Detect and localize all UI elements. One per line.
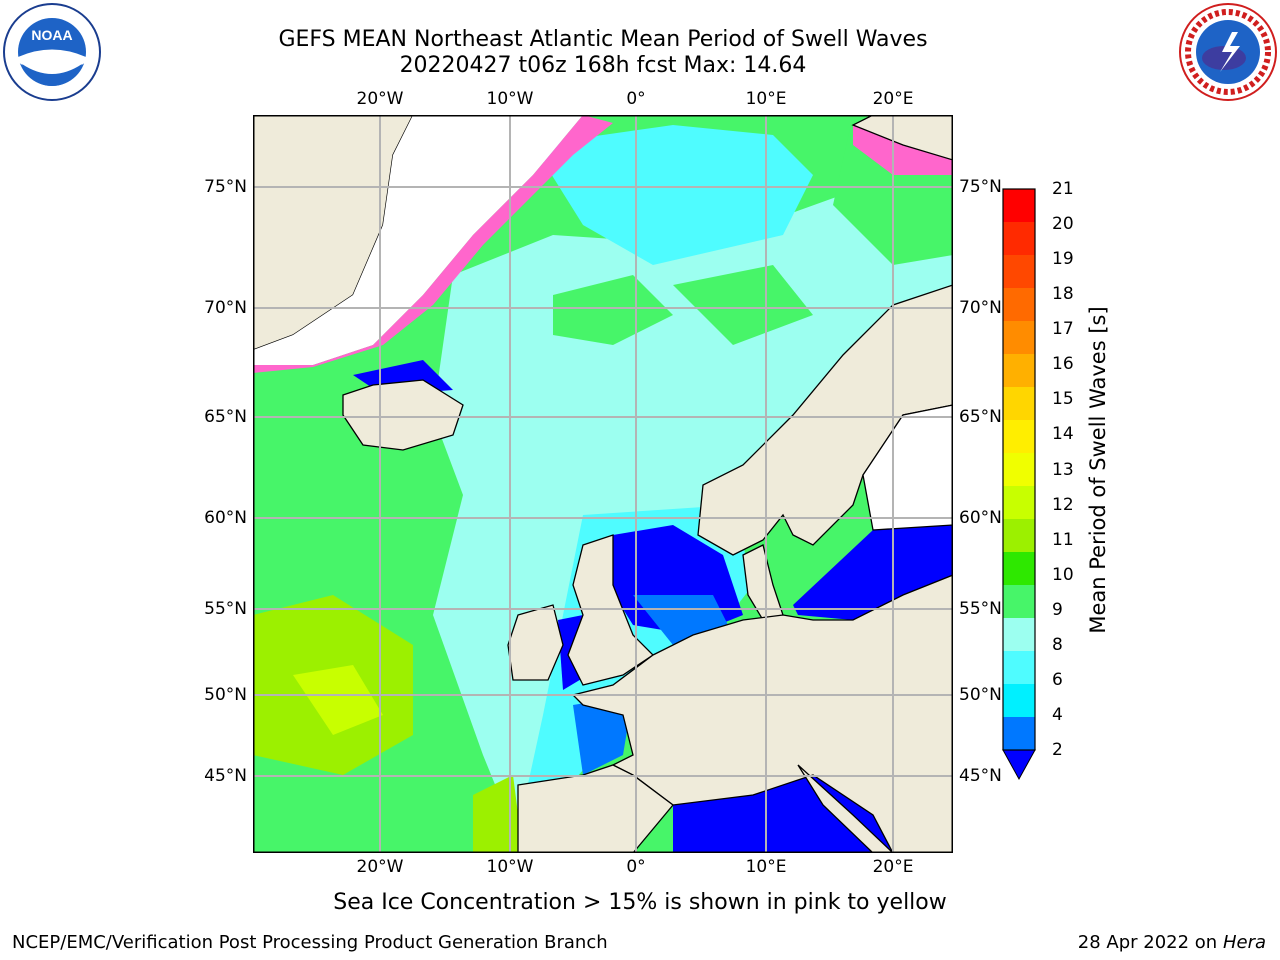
lat-label-left: 65°N (204, 407, 247, 427)
colorbar-cell (1003, 486, 1035, 520)
colorbar-tick-label: 21 (1052, 179, 1074, 199)
lon-label-bottom: 10°E (745, 857, 787, 877)
lat-label-left: 55°N (204, 599, 247, 619)
colorbar-tick-label: 17 (1052, 319, 1074, 340)
colorbar-tick-label: 12 (1052, 494, 1074, 515)
lat-label-right: 50°N (959, 685, 1002, 705)
lon-label-top: 20°E (872, 89, 914, 109)
land-iberia (517, 764, 674, 853)
lat-label-right: 55°N (959, 599, 1002, 619)
colorbar-cell (1003, 519, 1035, 553)
land-italy (797, 764, 894, 853)
colorbar-tick-label: 10 (1052, 564, 1074, 585)
colorbar-tick-label: 6 (1052, 669, 1063, 690)
sea-ice-note: Sea Ice Concentration > 15% is shown in … (333, 890, 947, 915)
colorbar-tick-label: 16 (1052, 354, 1074, 375)
footer-host: Hera (1222, 932, 1266, 953)
lat-label-left: 75°N (204, 177, 247, 197)
svg-text:NOAA: NOAA (31, 27, 72, 43)
colorbar-cell (1003, 651, 1035, 685)
colorbar-cell (1003, 354, 1035, 388)
colorbar-tick-label: 2 (1052, 740, 1063, 760)
land-ireland (507, 604, 564, 681)
land-iceland (342, 379, 464, 451)
sea-ice-edge-pink (253, 115, 613, 373)
lon-label-bottom: 20°W (356, 857, 404, 877)
colorbar-cell (1003, 717, 1035, 751)
chart-subtitle: 20220427 t06z 168h fcst Max: 14.64 (399, 53, 807, 78)
colorbar-cell (1003, 420, 1035, 454)
lat-label-left: 45°N (204, 766, 247, 786)
colorbar-cell (1003, 222, 1035, 256)
colorbar-tick-label: 11 (1052, 529, 1074, 550)
footer-branch: NCEP/EMC/Verification Post Processing Pr… (12, 932, 608, 953)
footer-date: 28 Apr 2022 on Hera (1078, 932, 1266, 953)
colorbar-extend-arrow (1002, 749, 1036, 781)
colorbar-cell (1003, 255, 1035, 289)
footer-date-text: 28 Apr 2022 on (1077, 932, 1218, 953)
swell-period-map (253, 115, 953, 853)
period-band-12-13 (293, 665, 383, 735)
map-border (253, 115, 953, 853)
colorbar-frame (1002, 188, 1036, 751)
lat-label-left: 50°N (204, 685, 247, 705)
colorbar-cell (1003, 453, 1035, 487)
colorbar-cell (1003, 387, 1035, 421)
colorbar-tick-label: 9 (1052, 599, 1063, 620)
map-panel (253, 115, 953, 853)
lat-label-right: 45°N (959, 766, 1002, 786)
colorbar-label: Mean Period of Swell Waves [s] (1086, 306, 1110, 634)
colorbar-cell (1003, 684, 1035, 718)
lon-label-top: 10°E (745, 89, 787, 109)
lat-label-right: 75°N (959, 177, 1002, 197)
noaa-logo: NOAA (3, 3, 101, 101)
colorbar-cell (1003, 288, 1035, 322)
lon-label-bottom: 0° (626, 857, 646, 877)
lon-label-bottom: 10°W (486, 857, 534, 877)
chart-title: GEFS MEAN Northeast Atlantic Mean Period… (278, 27, 928, 52)
colorbar-tick-label: 20 (1052, 214, 1074, 235)
land-svalbard (851, 115, 953, 161)
colorbar-cell (1003, 618, 1035, 652)
lat-label-right: 65°N (959, 407, 1002, 427)
period-band-6-8-north (533, 125, 813, 265)
colorbar (1002, 188, 1036, 781)
land-continental-europe (571, 574, 953, 853)
period-band-lt-2-med (673, 775, 893, 853)
colorbar-tick-label: 4 (1052, 704, 1063, 725)
lon-label-bottom: 20°E (872, 857, 914, 877)
lat-label-left: 70°N (204, 298, 247, 318)
colorbar-tick-label: 15 (1052, 389, 1074, 410)
nws-logo (1179, 3, 1277, 101)
sea-ice-white (253, 115, 583, 365)
colorbar-tick-label: 8 (1052, 634, 1063, 655)
colorbar-cell (1003, 585, 1035, 619)
colorbar-tick-label: 14 (1052, 424, 1074, 445)
colorbar-cell (1003, 552, 1035, 586)
colorbar-cell (1003, 321, 1035, 355)
period-band-lt-2-baltic (793, 525, 953, 620)
colorbar-tick-label: 19 (1052, 249, 1074, 270)
lat-label-left: 60°N (204, 508, 247, 528)
colorbar-tick-label: 18 (1052, 284, 1074, 305)
lon-label-top: 0° (626, 89, 646, 109)
lat-label-right: 70°N (959, 298, 1002, 318)
lon-label-top: 10°W (486, 89, 534, 109)
colorbar-tick-label: 13 (1052, 459, 1074, 480)
lon-label-top: 20°W (356, 89, 404, 109)
graticule (253, 115, 953, 853)
lat-label-right: 60°N (959, 508, 1002, 528)
gulf-of-bothnia-ice (862, 404, 953, 531)
colorbar-cell (1003, 189, 1035, 223)
